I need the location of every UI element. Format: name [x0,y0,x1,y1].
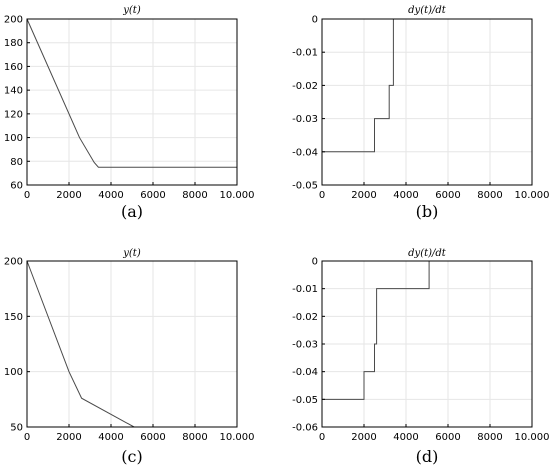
y-tick-label: -0.01 [292,48,318,59]
x-tick-label: 4000 [393,432,418,443]
axes-frame [26,260,238,428]
y-tick-label: -0.02 [292,81,318,92]
x-tick-label: 0 [319,432,325,443]
series-line [26,18,237,168]
plot-area [322,19,532,185]
x-tick-label: 8000 [182,190,207,201]
x-tick-label: 8000 [477,190,502,201]
x-tick-label: 10.000 [515,190,550,201]
x-tick-label: 4000 [393,190,418,201]
x-tick-label: 10.000 [220,432,255,443]
y-tick-label: -0.04 [292,367,318,378]
x-tick-label: 6000 [435,432,460,443]
chart-title: dy(t)/dt [408,5,447,16]
y-tick-label: 0 [312,257,318,268]
x-tick-label: 10.000 [515,432,550,443]
chart-title: dy(t)/dt [408,248,447,259]
panel-c: 0 2000 4000 6000 8000 10.000 50 100 150 200 y(t) (c… [4,248,255,466]
plot-area [27,261,237,427]
x-tick-label: 0 [24,432,30,443]
panel-d: 0 2000 4000 6000 8000 10.000 -0.06 -0.05 -0.04 -0… [292,248,549,466]
y-tick-label: -0.03 [292,340,318,351]
y-tick-label: -0.04 [292,147,318,158]
y-tick-label: 200 [4,257,23,268]
y-tick-label: -0.05 [292,395,318,406]
panel-caption: (d) [416,447,439,466]
y-tick-label: -0.03 [292,114,318,125]
x-tick-label: 8000 [182,432,207,443]
y-tick-label: 50 [10,423,23,434]
x-tick-label: 4000 [98,190,123,201]
x-tick-label: 2000 [56,432,81,443]
y-tick-label: 150 [4,312,23,323]
x-tick-label: 10.000 [220,190,255,201]
y-tick-label: 140 [4,86,23,97]
x-tick-label: 2000 [56,190,81,201]
chart-title: y(t) [122,248,141,259]
y-tick-label: -0.02 [292,312,318,323]
x-tick-label: 2000 [351,432,376,443]
series-line [322,18,532,153]
axes-frame [26,18,238,186]
x-tick-label: 8000 [477,432,502,443]
y-tick-label: 180 [4,38,23,49]
chart-title: y(t) [122,5,141,16]
y-tick-label: -0.06 [292,423,318,434]
y-tick-label: 100 [4,133,23,144]
y-tick-label: 120 [4,109,23,120]
x-tick-label: 2000 [351,190,376,201]
plot-area [27,19,237,185]
y-tick-label: -0.01 [292,284,318,295]
y-tick-label: 60 [10,181,23,192]
y-tick-label: 0 [312,15,318,26]
y-tick-label: -0.05 [292,181,318,192]
axes-frame [321,18,533,186]
y-tick-label: 200 [4,15,23,26]
panel-caption: (c) [121,447,142,466]
panel-b: 0 2000 4000 6000 8000 10.000 -0.05 -0.04 -0.03 -0… [292,5,549,221]
series-line [322,260,532,400]
x-tick-label: 0 [24,190,30,201]
x-tick-label: 6000 [140,432,165,443]
y-tick-label: 80 [10,157,23,168]
x-tick-label: 6000 [140,190,165,201]
panel-a: 0 2000 4000 6000 8000 10.000 60 80 100 120 140 160 1… [4,5,255,221]
x-tick-label: 6000 [435,190,460,201]
x-tick-label: 0 [319,190,325,201]
y-tick-label: 100 [4,367,23,378]
series-line [26,260,135,428]
panel-caption: (b) [416,202,439,221]
y-tick-label: 160 [4,62,23,73]
panel-caption: (a) [121,202,143,221]
x-tick-label: 4000 [98,432,123,443]
